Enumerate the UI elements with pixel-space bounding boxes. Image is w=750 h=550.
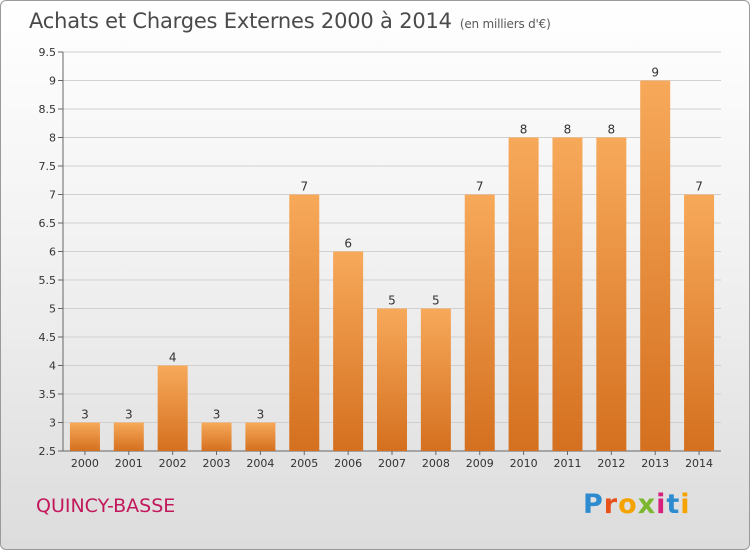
data-label: 9 xyxy=(651,66,659,80)
data-label: 6 xyxy=(344,237,352,251)
data-label: 5 xyxy=(388,294,396,308)
data-label: 3 xyxy=(81,408,89,422)
x-tick-label: 2006 xyxy=(334,457,362,470)
data-label: 4 xyxy=(169,351,177,365)
y-tick-label: 6 xyxy=(49,246,56,259)
data-label: 7 xyxy=(476,180,484,194)
proxiti-logo[interactable]: Proxiti xyxy=(583,489,691,520)
data-label: 7 xyxy=(300,180,308,194)
logo-letter: r xyxy=(603,489,619,520)
bar xyxy=(113,422,144,451)
logo-letter: i xyxy=(656,489,667,520)
y-tick-label: 4 xyxy=(49,360,56,373)
data-label: 8 xyxy=(520,123,528,137)
logo-letter: t xyxy=(666,489,681,520)
x-tick-label: 2005 xyxy=(290,457,318,470)
bar xyxy=(333,251,364,451)
x-tick-label: 2000 xyxy=(71,457,99,470)
bar xyxy=(201,422,232,451)
y-tick-label: 2.5 xyxy=(39,445,57,458)
x-tick-label: 2001 xyxy=(115,457,143,470)
x-tick-label: 2004 xyxy=(246,457,274,470)
chart-title-text: Achats et Charges Externes 2000 à 2014 xyxy=(29,9,452,33)
bar xyxy=(508,137,539,451)
data-label: 5 xyxy=(432,294,440,308)
logo-letter: o xyxy=(618,489,638,520)
x-tick-label: 2014 xyxy=(685,457,713,470)
bar xyxy=(464,194,495,451)
y-tick-label: 5 xyxy=(49,303,56,316)
tick-labels: 2.5 3 3.5 4 4.5 5 5.5 6 6.5 7 7.5 8 8.5 9 9.5 2000 2001 2… xyxy=(39,46,714,470)
data-label: 3 xyxy=(213,408,221,422)
x-tick-label: 2008 xyxy=(422,457,450,470)
bars: 3 3 4 3 3 7 6 5 5 7 8 8 8 9 7 xyxy=(69,66,715,451)
bar xyxy=(640,80,671,451)
logo-letter: i xyxy=(680,489,691,520)
x-tick-label: 2012 xyxy=(597,457,625,470)
bar xyxy=(245,422,276,451)
data-label: 7 xyxy=(695,180,703,194)
x-tick-label: 2010 xyxy=(510,457,538,470)
y-tick-label: 3.5 xyxy=(39,388,57,401)
x-tick-label: 2007 xyxy=(378,457,406,470)
y-tick-label: 6.5 xyxy=(39,217,57,230)
y-tick-label: 8 xyxy=(49,132,56,145)
bar xyxy=(69,422,100,451)
bar xyxy=(552,137,583,451)
y-tick-label: 9.5 xyxy=(39,46,57,59)
y-tick-label: 5.5 xyxy=(39,274,57,287)
y-tick-label: 3 xyxy=(49,417,56,430)
logo-letter: P xyxy=(583,489,604,520)
x-tick-label: 2002 xyxy=(159,457,187,470)
logo-letter: x xyxy=(637,489,657,520)
data-label: 8 xyxy=(564,123,572,137)
data-label: 3 xyxy=(125,408,133,422)
bar xyxy=(157,365,188,451)
y-tick-label: 7.5 xyxy=(39,160,57,173)
bar xyxy=(289,194,320,451)
data-label: 3 xyxy=(257,408,265,422)
y-tick-label: 8.5 xyxy=(39,103,57,116)
y-tick-label: 4.5 xyxy=(39,331,57,344)
x-tick-label: 2011 xyxy=(553,457,581,470)
y-tick-label: 9 xyxy=(49,75,56,88)
bar xyxy=(420,308,451,451)
chart-title: Achats et Charges Externes 2000 à 2014 (e… xyxy=(29,9,551,33)
bar xyxy=(684,194,715,451)
bar xyxy=(377,308,407,451)
y-tick-label: 7 xyxy=(49,189,56,202)
data-label: 8 xyxy=(608,123,616,137)
x-tick-label: 2003 xyxy=(203,457,231,470)
x-tick-label: 2009 xyxy=(466,457,494,470)
town-name: QUINCY-BASSE xyxy=(36,495,176,517)
bar xyxy=(596,137,627,451)
chart-subtitle: (en milliers d'€) xyxy=(459,17,551,31)
x-tick-label: 2013 xyxy=(641,457,669,470)
